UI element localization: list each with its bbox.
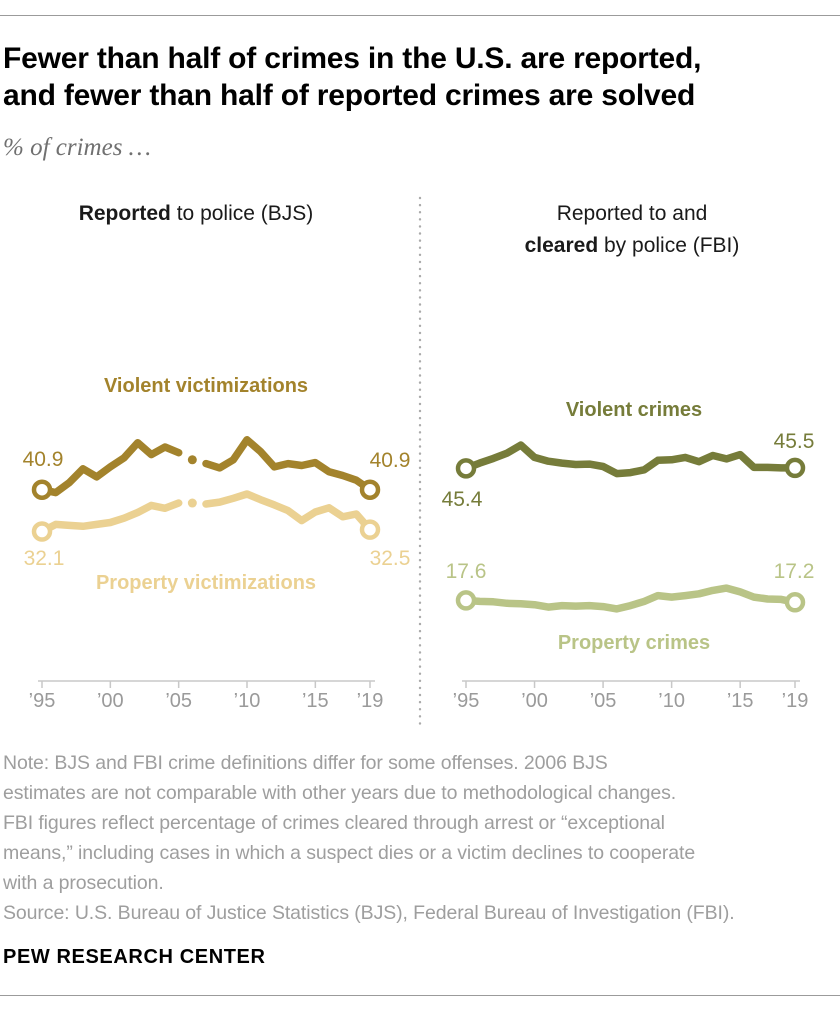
note-block: Note: BJS and FBI crime definitions diff… (3, 748, 837, 928)
page-title-line2: and fewer than half of reported crimes a… (3, 79, 696, 112)
note-line: FBI figures reflect percentage of crimes… (3, 812, 665, 834)
gap-year-dot (187, 498, 197, 508)
chart-panel-bjs: Reported to police (BJS) ’95 ’00 ’05 ’10 ’15 ’… (23, 202, 411, 712)
first-value-label: 17.6 (446, 560, 487, 583)
panel-header-bjs: Reported to police (BJS) (79, 202, 314, 225)
chart-subtitle: % of crimes … (3, 134, 151, 161)
series-label: Property victimizations (96, 572, 316, 594)
endpoint-marker (359, 519, 381, 540)
last-value-label: 32.5 (370, 547, 411, 570)
panel-divider-dotted-line (418, 196, 422, 730)
series-line-bjs-0 (38, 438, 183, 497)
first-value-label: 40.9 (23, 448, 64, 471)
top-rule (0, 15, 840, 16)
series-line-bjs-1 (202, 490, 374, 534)
x-axis-tick-label: ’05 (165, 690, 192, 712)
chart-area: Reported to police (BJS) ’95 ’00 ’05 ’10 ’15 ’… (0, 190, 840, 735)
page-title-line1: Fewer than half of crimes in the U.S. ar… (3, 42, 702, 75)
gap-year-dot (187, 455, 197, 465)
note-line: with a prosecution. (3, 872, 164, 894)
first-value-label: 32.1 (24, 547, 65, 570)
x-axis-tick-label: ’15 (302, 690, 329, 712)
note-line: Note: BJS and FBI crime definitions diff… (3, 752, 608, 774)
pew-research-center-wordmark: PEW RESEARCH CENTER (3, 946, 266, 968)
x-axis-tick-label: ’15 (727, 690, 754, 712)
x-axis-tick-label: ’95 (29, 690, 56, 712)
x-axis-tick-label: ’95 (453, 690, 480, 712)
x-axis-tick-label: ’19 (357, 690, 384, 712)
panel-header-fbi: Reported to and (557, 202, 708, 225)
note-line: estimates are not comparable with other … (3, 782, 677, 804)
x-axis-tick-label: ’05 (590, 690, 617, 712)
endpoint-marker (455, 458, 477, 479)
endpoint-marker (784, 457, 806, 479)
series-line-bjs-0 (202, 436, 374, 494)
last-value-label: 17.2 (774, 560, 815, 583)
page-title: Fewer than half of crimes in the U.S. ar… (3, 40, 702, 114)
x-axis-tick-label: ’00 (521, 690, 548, 712)
endpoint-marker (784, 592, 806, 613)
series-label: Violent crimes (566, 399, 702, 421)
endpoint-marker (359, 479, 381, 500)
last-value-label: 45.5 (774, 430, 815, 453)
panel-header-fbi: cleared by police (FBI) (525, 234, 740, 257)
series-line-fbi-1 (462, 584, 799, 613)
source-line: Source: U.S. Bureau of Justice Statistic… (3, 902, 735, 924)
x-axis-tick-label: ’19 (782, 690, 809, 712)
endpoint-marker (455, 590, 477, 611)
series-line-bjs-1 (38, 499, 183, 536)
x-axis-tick-label: ’00 (97, 690, 124, 712)
x-axis-tick-label: ’10 (658, 690, 685, 712)
series-label: Property crimes (558, 632, 710, 654)
series-line-fbi-0 (462, 441, 799, 478)
chart-panel-fbi: Reported to and cleared by police (FBI) ’9… (442, 202, 815, 712)
last-value-label: 40.9 (370, 449, 411, 472)
x-axis-tick-label: ’10 (234, 690, 261, 712)
endpoint-marker (31, 521, 53, 542)
bottom-rule (0, 995, 840, 996)
note-line: means,” including cases in which a suspe… (3, 842, 696, 864)
series-label: Violent victimizations (104, 375, 308, 397)
endpoint-marker (31, 479, 53, 500)
first-value-label: 45.4 (442, 488, 483, 511)
